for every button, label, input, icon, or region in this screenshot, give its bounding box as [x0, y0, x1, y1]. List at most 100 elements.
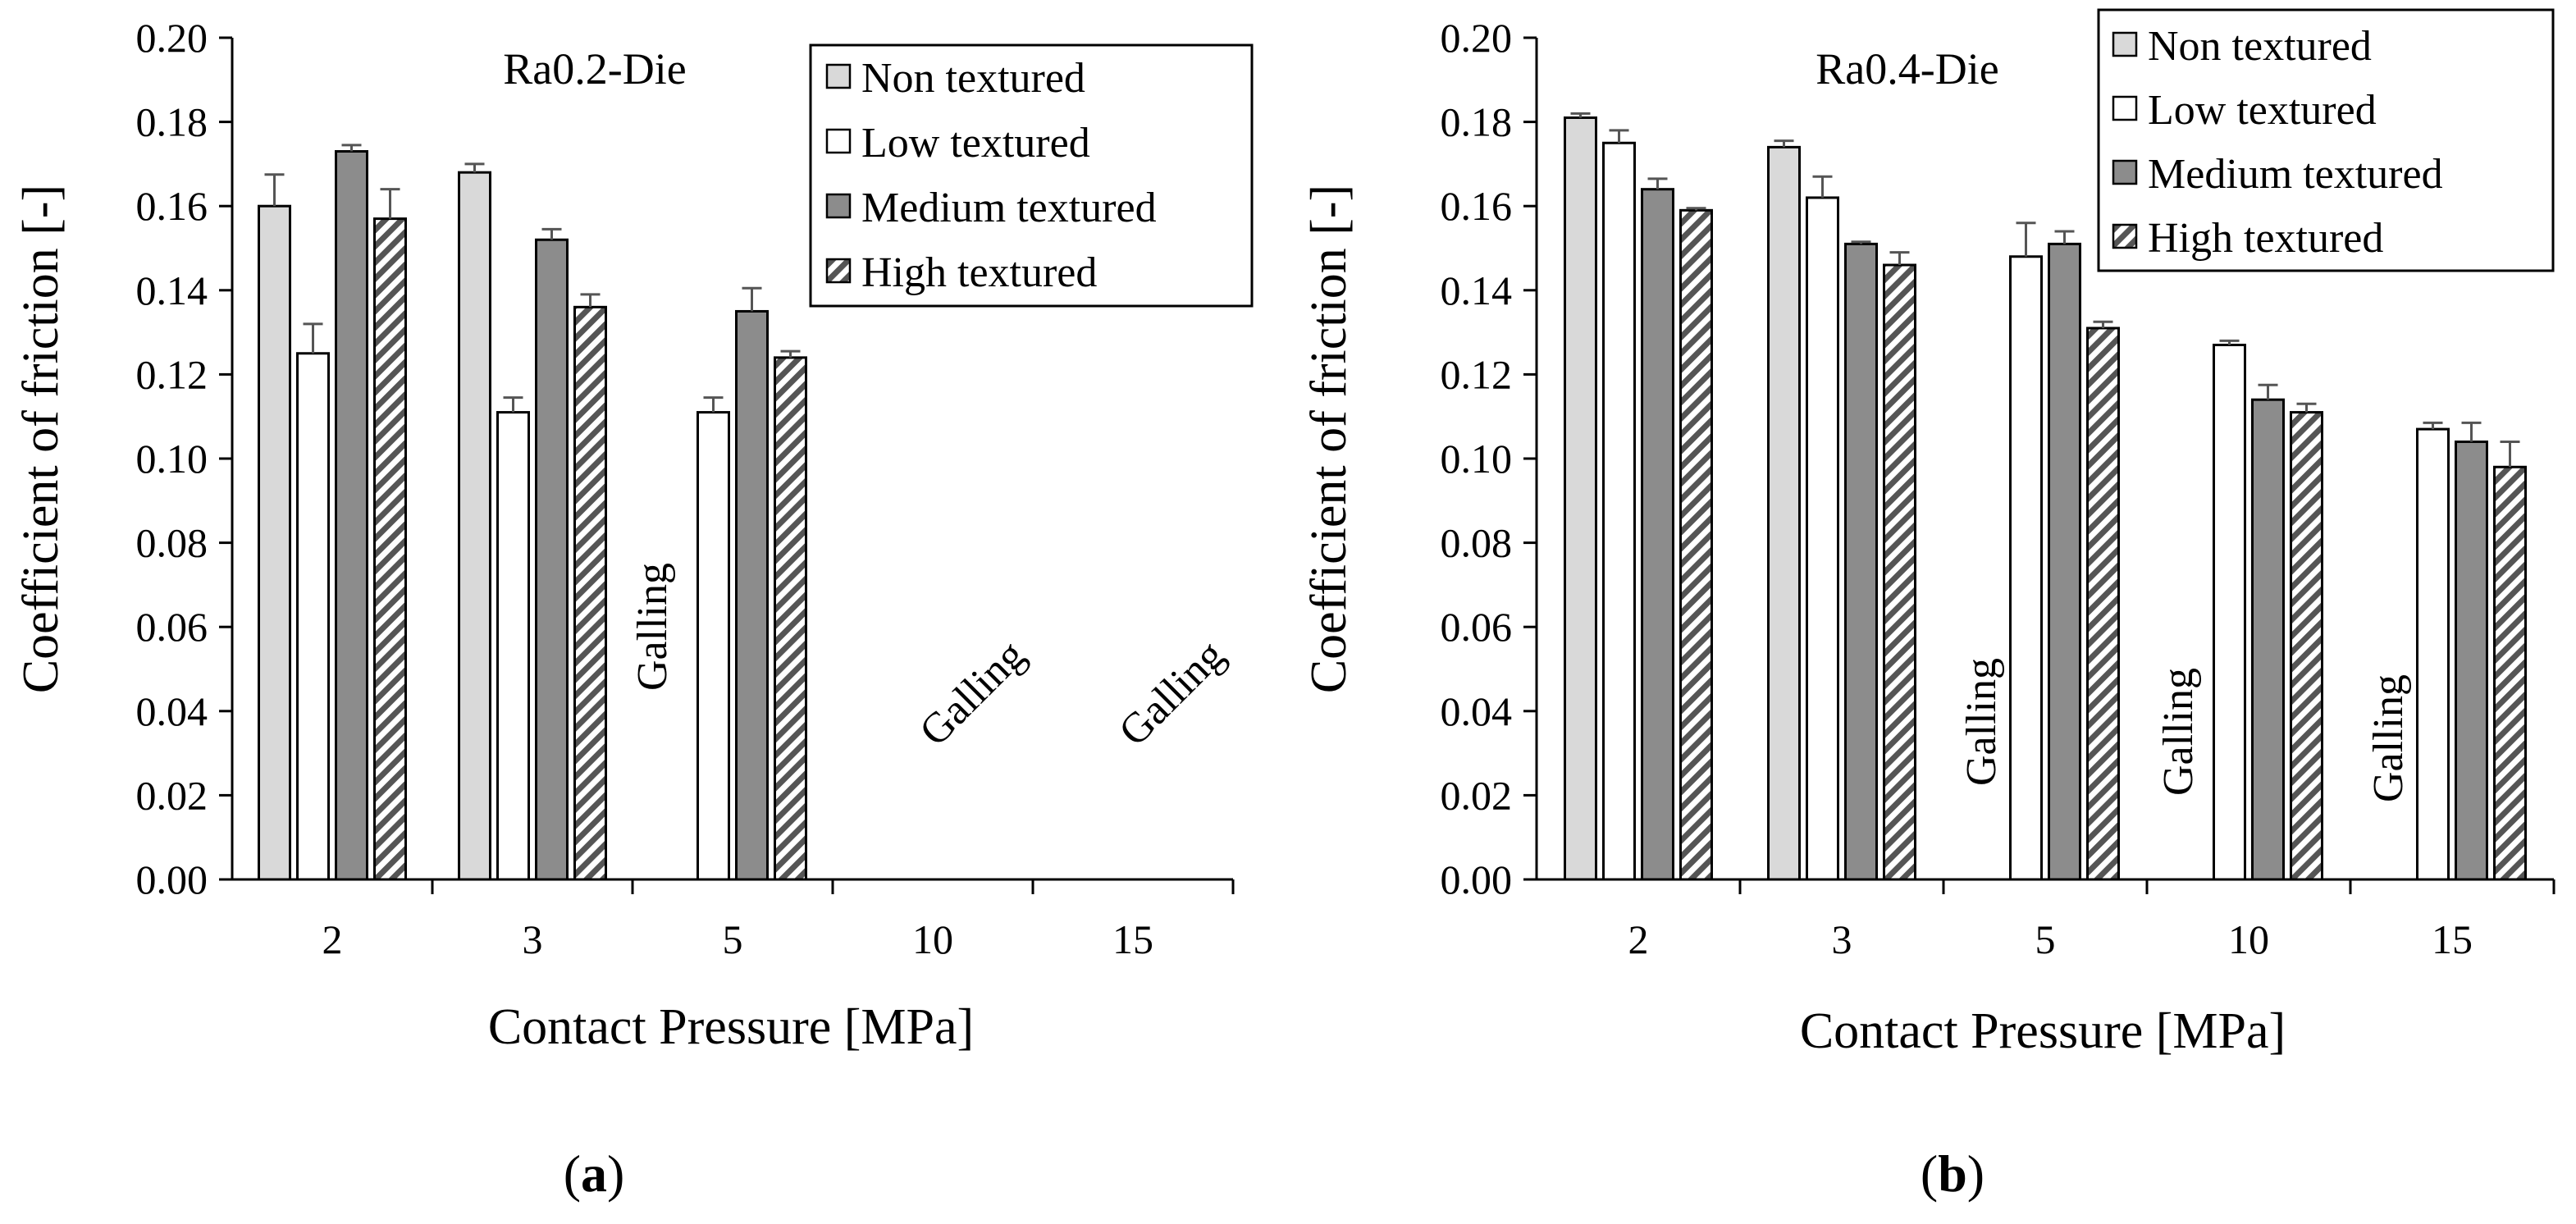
- y-tick-label: 0.20: [1441, 15, 1513, 61]
- galling-annotation: Galling: [1958, 658, 2005, 786]
- legend-label-high-textured: High textured: [2148, 215, 2383, 262]
- legend-entry-medium-textured: Medium textured: [825, 185, 1157, 231]
- legend-swatch-high-textured: [2112, 223, 2138, 249]
- y-axis-title: Coefficient of friction [-]: [13, 185, 69, 693]
- bar-non-textured-3: [1767, 145, 1801, 881]
- bar-high-textured-10: [2290, 411, 2323, 881]
- y-tick-label: 0.04: [136, 688, 208, 734]
- bar-group-2: [1564, 112, 1713, 881]
- y-tick-label: 0.18: [1441, 99, 1513, 145]
- bar-group-3: [458, 162, 607, 881]
- legend-swatch-medium-textured: [2112, 159, 2138, 185]
- y-tick-label: 0.06: [136, 604, 208, 650]
- legend-entry-low-textured: Low textured: [825, 120, 1090, 167]
- bar-group-5: [2009, 222, 2120, 881]
- bar-non-textured-2: [1564, 116, 1597, 881]
- x-tick-label: 3: [523, 916, 543, 962]
- panel-label: (b): [1921, 1144, 1985, 1203]
- bar-non-textured-2: [258, 204, 291, 881]
- bar-medium-textured-15: [2455, 440, 2488, 881]
- x-tick-label: 2: [1628, 916, 1649, 962]
- y-tick-label: 0.12: [1441, 351, 1513, 397]
- bar-medium-textured-3: [1844, 242, 1878, 881]
- y-tick-label: 0.16: [1441, 183, 1513, 229]
- bar-low-textured-3: [1806, 196, 1839, 881]
- legend-label-medium-textured: Medium textured: [861, 185, 1157, 231]
- legend-swatch-non-textured: [825, 63, 852, 89]
- x-axis-title: Contact Pressure [MPa]: [1800, 1003, 2286, 1059]
- legend-label-low-textured: Low textured: [2148, 87, 2377, 134]
- bar-non-textured-3: [458, 171, 491, 881]
- y-tick-label: 0.04: [1441, 688, 1513, 734]
- galling-annotation: Galling: [2155, 668, 2202, 796]
- bar-high-textured-5: [774, 356, 807, 881]
- legend-box: [809, 43, 1254, 308]
- legend-entry-high-textured: High textured: [2112, 215, 2383, 262]
- legend-label-non-textured: Non textured: [2148, 23, 2372, 70]
- chart-title: Ra0.2-Die: [503, 44, 686, 94]
- bar-high-textured-3: [1883, 263, 1916, 881]
- x-tick-label: 2: [322, 916, 343, 962]
- y-tick-label: 0.10: [136, 436, 208, 482]
- y-axis-title: Coefficient of friction [-]: [1301, 185, 1357, 693]
- x-tick-label: 10: [2228, 916, 2269, 962]
- bar-group-2: [258, 144, 407, 881]
- legend-label-high-textured: High textured: [861, 249, 1097, 296]
- x-tick-label: 3: [1832, 916, 1852, 962]
- galling-annotation: Galling: [629, 563, 676, 691]
- legend-swatch-non-textured: [2112, 31, 2138, 57]
- bar-medium-textured-5: [2048, 242, 2081, 881]
- x-tick-label: 10: [912, 916, 953, 962]
- x-tick-label: 15: [1112, 916, 1153, 962]
- bar-high-textured-2: [1679, 208, 1713, 881]
- bar-high-textured-2: [373, 217, 407, 881]
- y-tick-label: 0.02: [1441, 772, 1513, 818]
- legend-label-non-textured: Non textured: [861, 55, 1085, 102]
- bar-group-15: [2416, 421, 2527, 881]
- legend-entry-non-textured: Non textured: [2112, 23, 2372, 70]
- bar-low-textured-10: [2213, 343, 2246, 881]
- y-tick-label: 0.16: [136, 183, 208, 229]
- bar-high-textured-5: [2086, 327, 2120, 881]
- chart-panel-a: Ra0.2-Die Coefficient of friction [-] Co…: [13, 15, 1254, 1203]
- bar-low-textured-5: [2009, 255, 2043, 881]
- legend-swatch-low-textured: [825, 128, 852, 154]
- legend-entry-non-textured: Non textured: [825, 55, 1085, 102]
- y-tick-label: 0.14: [136, 267, 208, 313]
- bar-high-textured-3: [573, 305, 607, 881]
- y-tick-label: 0.06: [1441, 604, 1513, 650]
- galling-annotation: Galling: [2365, 674, 2412, 802]
- bar-low-textured-2: [296, 352, 330, 881]
- legend-label-low-textured: Low textured: [861, 120, 1090, 167]
- y-tick-label: 0.10: [1441, 436, 1513, 482]
- y-tick-label: 0.12: [136, 351, 208, 397]
- bar-group-3: [1767, 139, 1916, 881]
- chart-title: Ra0.4-Die: [1816, 44, 1998, 94]
- x-tick-label: 15: [2432, 916, 2473, 962]
- legend-box: [2097, 8, 2555, 272]
- bar-high-textured-15: [2493, 465, 2527, 881]
- bar-medium-textured-2: [335, 150, 368, 881]
- bar-low-textured-15: [2416, 427, 2450, 881]
- bar-medium-textured-5: [735, 309, 769, 881]
- bar-low-textured-5: [697, 411, 730, 881]
- y-tick-label: 0.00: [136, 856, 208, 902]
- x-tick-label: 5: [2035, 916, 2056, 962]
- legend-swatch-low-textured: [2112, 95, 2138, 121]
- y-tick-label: 0.20: [136, 15, 208, 61]
- legend-entry-high-textured: High textured: [825, 249, 1097, 296]
- x-axis-title: Contact Pressure [MPa]: [488, 999, 974, 1055]
- legend-entry-medium-textured: Medium textured: [2112, 151, 2443, 198]
- x-tick-label: 5: [723, 916, 743, 962]
- bar-medium-textured-10: [2251, 398, 2285, 881]
- legend: Non textured Low textured Medium texture…: [809, 43, 1254, 308]
- galling-annotation: Galling: [1110, 632, 1234, 756]
- bar-medium-textured-2: [1641, 188, 1674, 881]
- legend-label-medium-textured: Medium textured: [2148, 151, 2443, 198]
- legend-swatch-medium-textured: [825, 193, 852, 219]
- bar-low-textured-2: [1602, 141, 1636, 881]
- bar-group-10: [2213, 339, 2323, 881]
- panel-label: (a): [564, 1144, 625, 1203]
- legend-entry-low-textured: Low textured: [2112, 87, 2377, 134]
